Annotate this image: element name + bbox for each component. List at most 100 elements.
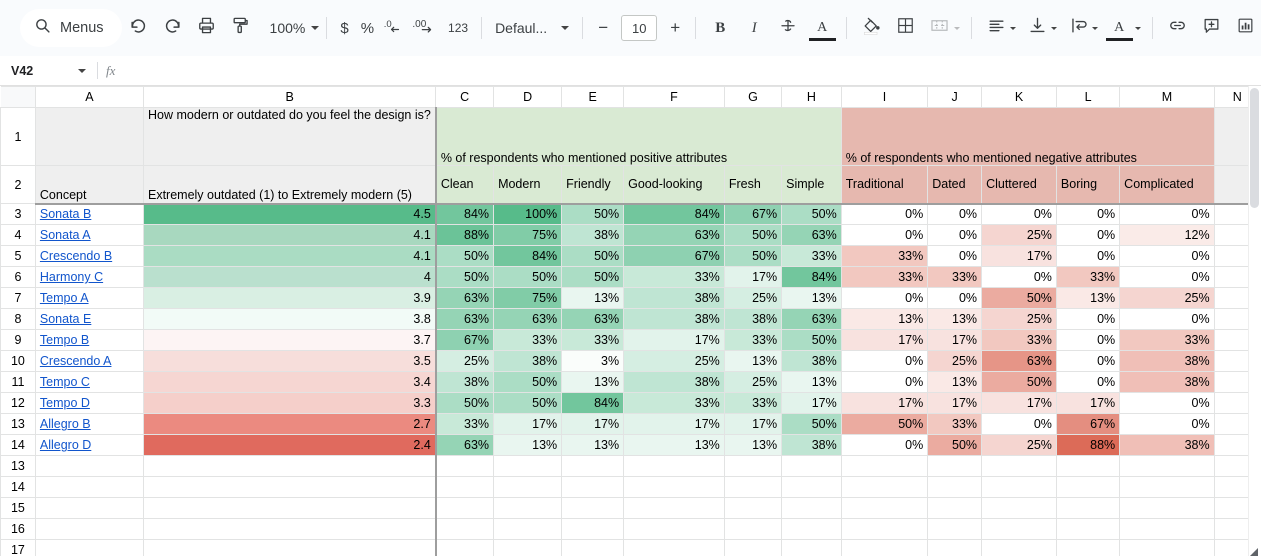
empty-cell[interactable]: [723, 539, 783, 556]
empty-cell[interactable]: [1055, 497, 1121, 519]
empty-cell[interactable]: [781, 455, 842, 477]
row-header-1[interactable]: 1: [0, 107, 36, 166]
positive-value-cell[interactable]: 50%: [435, 392, 495, 414]
increase-font-size-button[interactable]: +: [670, 18, 681, 37]
row-header-17[interactable]: 17: [0, 539, 36, 556]
fill-color-button[interactable]: [856, 13, 887, 44]
negative-value-cell[interactable]: 0%: [1119, 266, 1215, 288]
empty-cell[interactable]: [723, 476, 783, 498]
negative-value-cell[interactable]: 0%: [840, 350, 929, 372]
negative-value-cell[interactable]: 0%: [1055, 329, 1121, 351]
row-header-14[interactable]: 14: [0, 476, 36, 498]
positive-value-cell[interactable]: 13%: [781, 371, 842, 393]
negative-value-cell[interactable]: 0%: [840, 371, 929, 393]
empty-cell[interactable]: [781, 476, 842, 498]
negative-value-cell[interactable]: 17%: [981, 392, 1057, 414]
empty-cell[interactable]: [723, 497, 783, 519]
empty-cell[interactable]: [1055, 455, 1121, 477]
concept-cell[interactable]: Crescendo A: [34, 350, 144, 372]
positive-value-cell[interactable]: 50%: [493, 266, 563, 288]
text-rotation-button[interactable]: A: [1104, 13, 1135, 44]
negative-value-cell[interactable]: 0%: [1119, 308, 1215, 330]
column-header-f[interactable]: F: [623, 86, 725, 108]
positive-value-cell[interactable]: 75%: [493, 287, 563, 309]
positive-value-cell[interactable]: 13%: [781, 287, 842, 309]
currency-format-button[interactable]: $: [340, 19, 349, 37]
empty-cell[interactable]: [1055, 476, 1121, 498]
negative-value-cell[interactable]: 0%: [1119, 392, 1215, 414]
negative-value-cell[interactable]: 33%: [981, 329, 1057, 351]
borders-button[interactable]: [890, 13, 921, 44]
row-header-9[interactable]: 9: [0, 329, 36, 351]
positive-value-cell[interactable]: 38%: [623, 371, 725, 393]
concept-link[interactable]: Crescendo A: [39, 354, 112, 368]
table-row[interactable]: 14 Allegro D 2.4 63% 13% 13% 13% 13% 38% 0% 50% 25%…: [0, 434, 1261, 456]
empty-cell[interactable]: [623, 539, 725, 556]
negative-value-cell[interactable]: 0%: [840, 287, 929, 309]
positive-value-cell[interactable]: 25%: [723, 371, 783, 393]
negative-value-cell[interactable]: 0%: [981, 203, 1057, 225]
empty-cell[interactable]: [927, 476, 983, 498]
score-cell[interactable]: 3.8: [142, 308, 437, 330]
score-cell[interactable]: 3.5: [142, 350, 437, 372]
empty-cell[interactable]: [927, 497, 983, 519]
empty-cell[interactable]: [1055, 518, 1121, 540]
column-header-e[interactable]: E: [561, 86, 625, 108]
negative-value-cell[interactable]: 38%: [1119, 434, 1215, 456]
negative-value-cell[interactable]: 25%: [1119, 287, 1215, 309]
positive-value-cell[interactable]: 84%: [493, 245, 563, 267]
font-size-stepper[interactable]: − 10 +: [590, 15, 688, 41]
empty-cell[interactable]: [561, 476, 625, 498]
empty-cell[interactable]: [781, 518, 842, 540]
concept-link[interactable]: Tempo A: [39, 291, 89, 305]
empty-row[interactable]: 15: [0, 497, 1261, 519]
score-cell[interactable]: 2.7: [142, 413, 437, 435]
text-color-button[interactable]: A: [807, 13, 838, 44]
insert-chart-button[interactable]: [1230, 13, 1261, 44]
empty-cell[interactable]: [142, 497, 437, 519]
negative-value-cell[interactable]: 25%: [981, 308, 1057, 330]
text-wrap-button[interactable]: [1063, 13, 1094, 44]
row-header-14[interactable]: 14: [0, 434, 36, 456]
negative-value-cell[interactable]: 33%: [1119, 329, 1215, 351]
concept-column-header[interactable]: Concept: [34, 165, 144, 205]
positive-value-cell[interactable]: 13%: [561, 434, 625, 456]
column-header-i[interactable]: I: [840, 86, 929, 108]
empty-cell[interactable]: [981, 455, 1057, 477]
concept-cell[interactable]: Tempo B: [34, 329, 144, 351]
table-row[interactable]: 10 Crescendo A 3.5 25% 38% 3% 25% 13% 38% 0% 25% 63…: [0, 350, 1261, 372]
empty-cell[interactable]: [1119, 497, 1215, 519]
negative-value-cell[interactable]: 17%: [840, 392, 929, 414]
concept-link[interactable]: Allegro D: [39, 438, 92, 452]
empty-cell[interactable]: [1119, 518, 1215, 540]
empty-cell[interactable]: [981, 497, 1057, 519]
empty-cell[interactable]: [34, 539, 144, 556]
paint-format-button[interactable]: [225, 13, 256, 44]
bold-button[interactable]: B: [715, 19, 726, 36]
positive-value-cell[interactable]: 33%: [561, 329, 625, 351]
concept-cell[interactable]: Sonata B: [34, 203, 144, 225]
negative-value-cell[interactable]: 0%: [927, 203, 983, 225]
positive-value-cell[interactable]: 100%: [493, 203, 563, 225]
empty-cell[interactable]: [981, 518, 1057, 540]
positive-value-cell[interactable]: 38%: [781, 350, 842, 372]
concept-cell[interactable]: Allegro B: [34, 413, 144, 435]
positive-value-cell[interactable]: 25%: [723, 287, 783, 309]
positive-value-cell[interactable]: 38%: [723, 308, 783, 330]
concept-link[interactable]: Sonata A: [39, 228, 91, 242]
print-button[interactable]: [191, 13, 222, 44]
positive-value-cell[interactable]: 63%: [561, 308, 625, 330]
more-formats-button[interactable]: 123: [448, 21, 469, 35]
empty-cell[interactable]: [981, 539, 1057, 556]
concept-cell[interactable]: Sonata A: [34, 224, 144, 246]
empty-cell[interactable]: [142, 539, 437, 556]
formula-input-wrapper[interactable]: fx: [106, 56, 1261, 85]
concept-cell[interactable]: Tempo A: [34, 287, 144, 309]
empty-cell[interactable]: [840, 539, 929, 556]
negative-value-cell[interactable]: 25%: [927, 350, 983, 372]
positive-value-cell[interactable]: 13%: [723, 350, 783, 372]
table-row[interactable]: 7 Tempo A 3.9 63% 75% 13% 38% 25% 13% 0% 0% 50% 13% 2…: [0, 287, 1261, 309]
row-header-5[interactable]: 5: [0, 245, 36, 267]
positive-value-cell[interactable]: 17%: [623, 329, 725, 351]
